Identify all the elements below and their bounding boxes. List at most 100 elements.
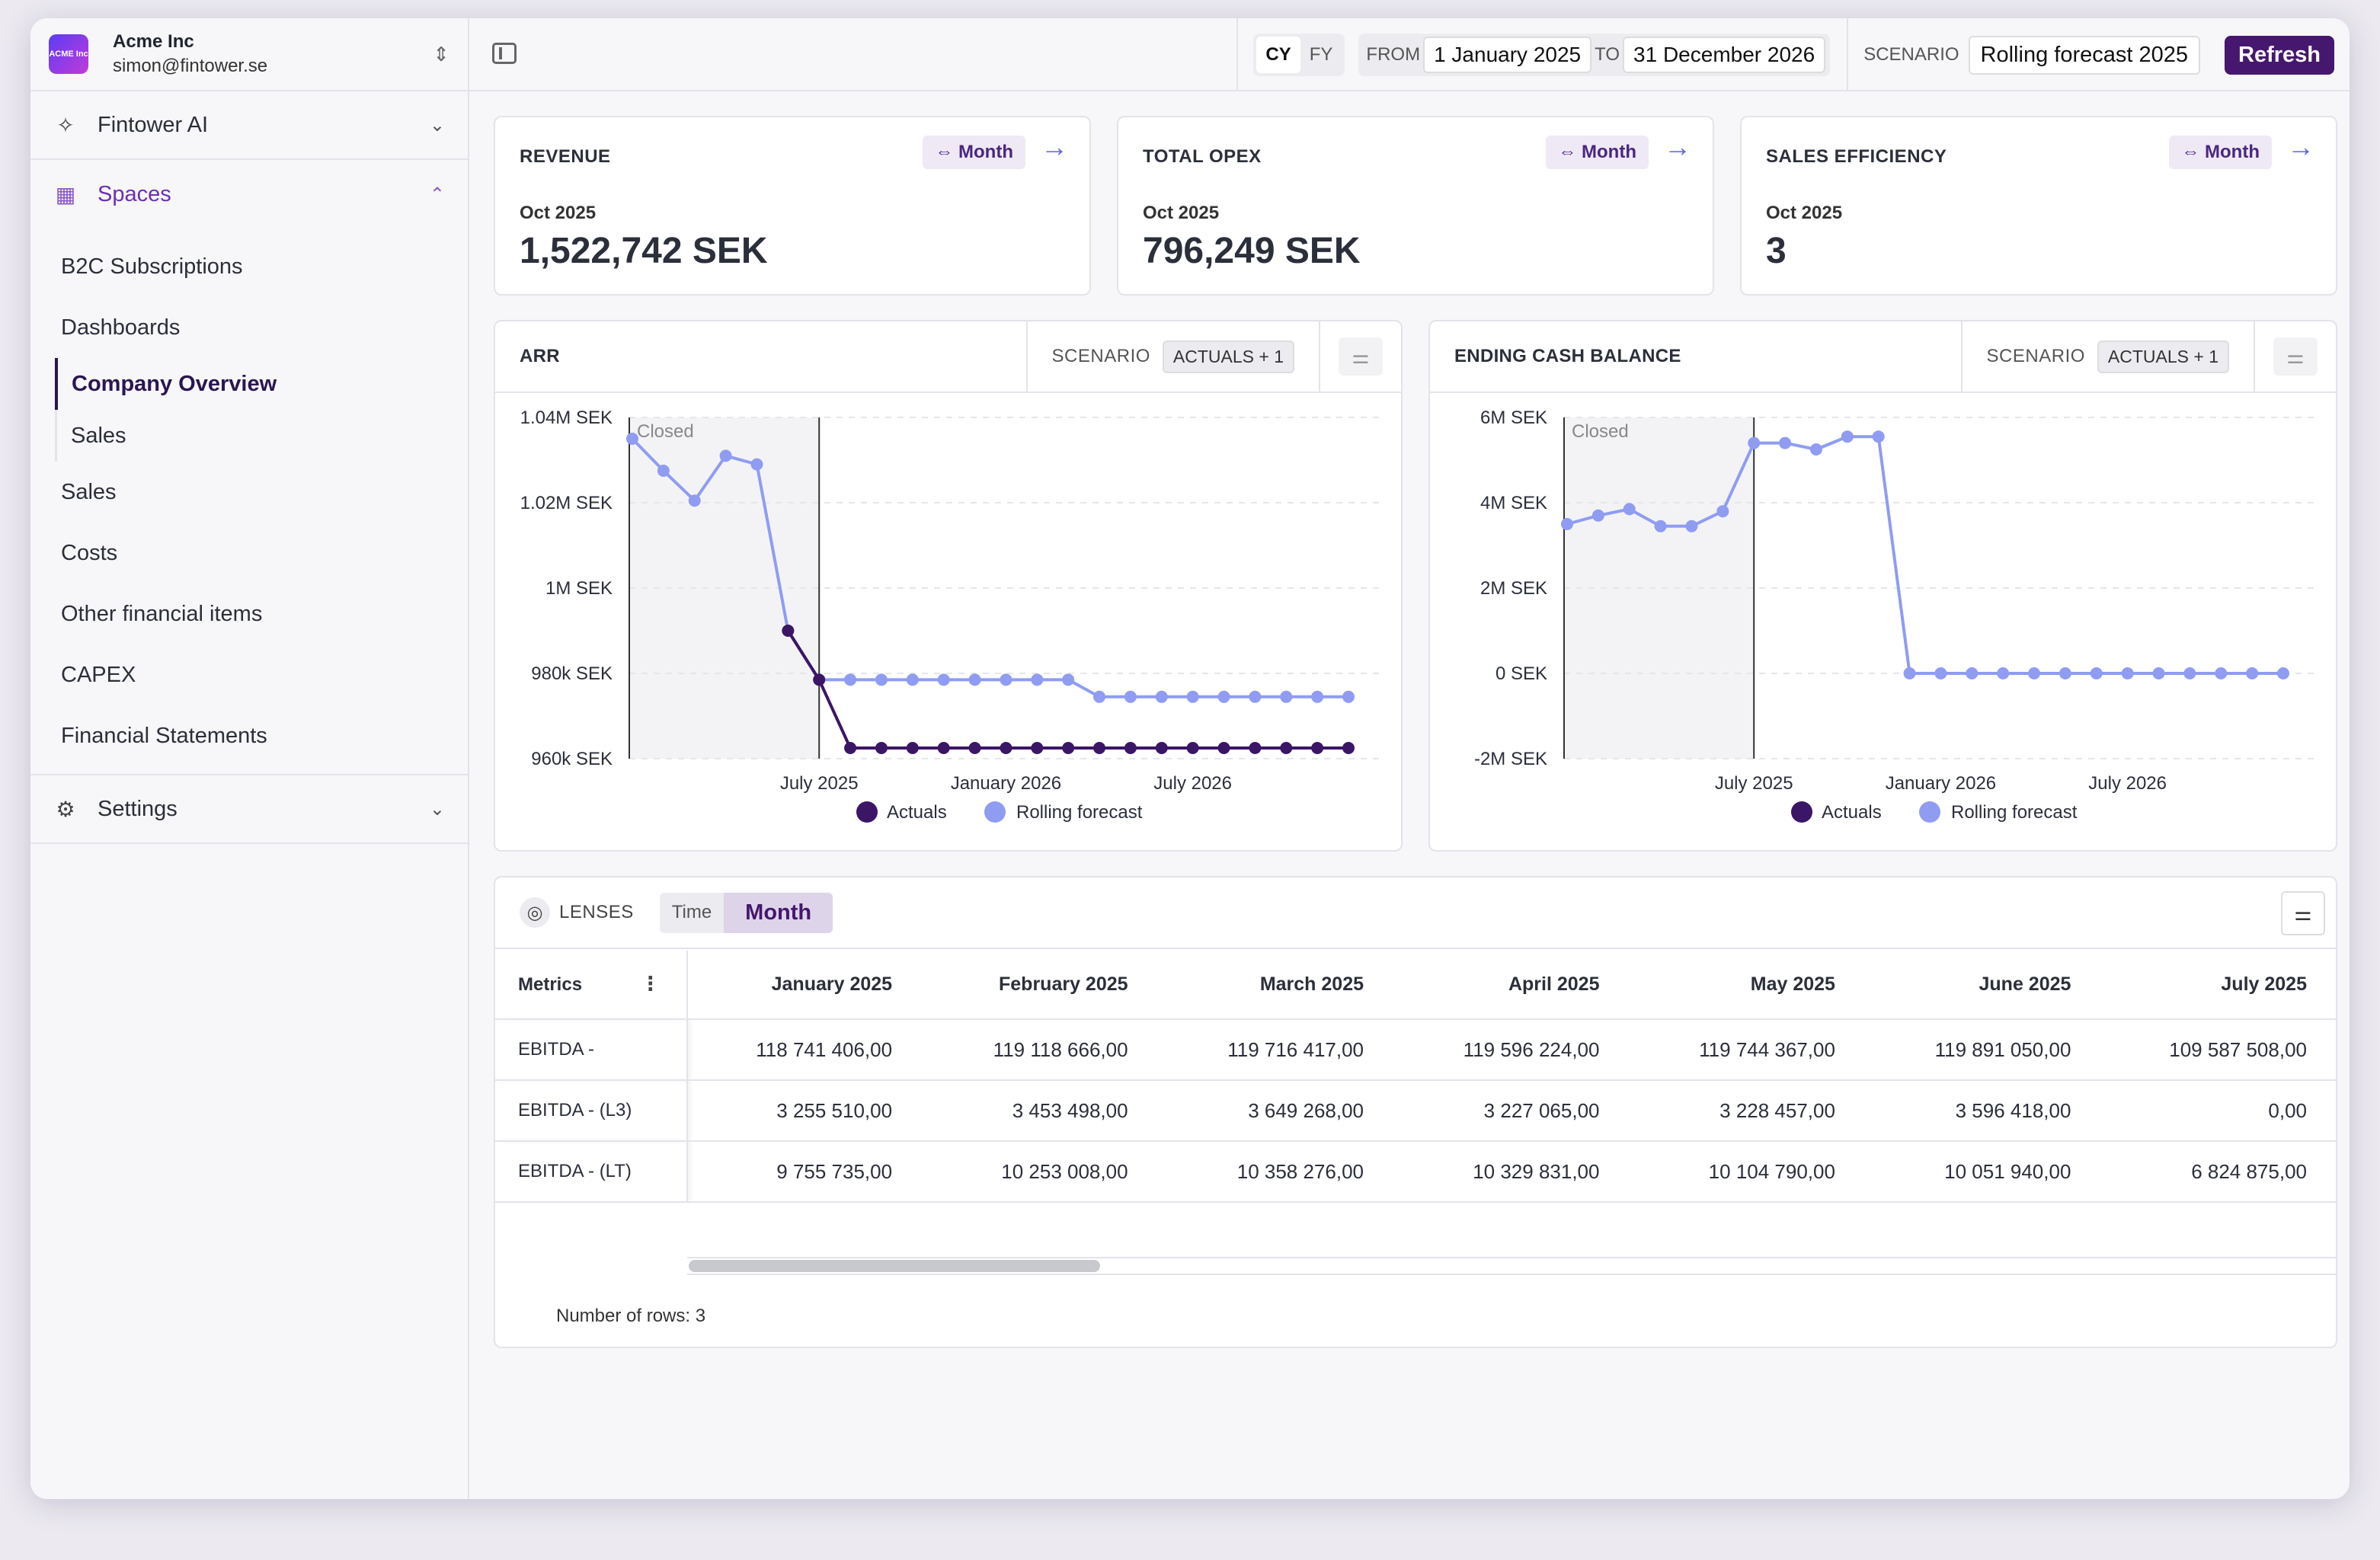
chart-scenario-label: SCENARIO <box>1051 346 1150 366</box>
column-header[interactable]: June 2025 <box>1863 951 2100 1020</box>
data-point <box>1186 742 1199 754</box>
data-point <box>1591 509 1604 522</box>
data-point <box>1779 436 1792 449</box>
x-tick-label: July 2025 <box>780 773 859 794</box>
y-tick-label: 6M SEK <box>1480 408 1547 428</box>
data-point <box>906 742 919 754</box>
nav-settings[interactable]: ⚙ Settings ⌄ <box>30 775 468 844</box>
data-point <box>1872 430 1885 443</box>
data-point <box>1934 667 1947 679</box>
spaces-list: B2C Subscriptions Dashboards Company Ove… <box>30 229 468 775</box>
kpi-card-sales-efficiency: SALES EFFICIENCY ⇔ Month → Oct 2025 3 <box>1740 116 2337 296</box>
org-switcher[interactable]: ACME Inc Acme Inc simon@fintower.se ⇕ <box>30 18 468 91</box>
data-point <box>1062 673 1075 686</box>
sidebar-item-capex[interactable]: CAPEX <box>61 662 136 687</box>
data-point <box>1093 742 1106 754</box>
data-point <box>1342 690 1355 703</box>
data-point <box>782 625 795 637</box>
sliders-icon[interactable]: ⚌ <box>1339 337 1383 376</box>
period-button[interactable]: ⇔ Month <box>2169 136 2272 169</box>
kpi-title: SALES EFFICIENCY <box>1766 146 1947 167</box>
gear-icon: ⚙ <box>56 797 75 821</box>
metric-name[interactable]: EBITDA - <box>495 1019 688 1081</box>
period-button[interactable]: ⇔ Month <box>923 136 1025 169</box>
data-point <box>1311 742 1324 754</box>
legend-label: Actuals <box>887 802 947 823</box>
data-point <box>1903 667 1916 679</box>
kpi-value: 796,249 SEK <box>1143 231 1361 271</box>
sidebar: ACME Inc Acme Inc simon@fintower.se ⇕ ✧ … <box>30 18 469 1499</box>
refresh-button[interactable]: Refresh <box>2225 35 2334 75</box>
sidebar-item-dashboards[interactable]: Dashboards <box>61 315 181 340</box>
metric-name[interactable]: EBITDA - (L3) <box>495 1080 688 1142</box>
kpi-title: REVENUE <box>520 146 611 167</box>
arrow-right-icon[interactable]: → <box>1664 131 1691 162</box>
data-point <box>750 458 763 471</box>
horizontal-scrollbar[interactable] <box>689 1260 1100 1272</box>
chart-scenario-select[interactable]: ACTUALS + 1 <box>1162 340 1294 373</box>
sidebar-item-company-overview[interactable]: Company Overview <box>55 358 468 410</box>
column-header[interactable]: March 2025 <box>1156 951 1393 1020</box>
lens-month[interactable]: Month <box>724 892 833 933</box>
chart-filter: ⚌ <box>1319 321 1401 392</box>
chart-scenario: SCENARIO ACTUALS + 1 <box>1025 321 1319 392</box>
divider <box>1847 18 1849 91</box>
chevron-updown-icon[interactable]: ⇕ <box>433 42 449 66</box>
column-header[interactable]: January 2025 <box>686 951 922 1020</box>
nav-spaces[interactable]: ▦ Spaces ⌃ <box>30 160 468 229</box>
column-header[interactable]: February 2025 <box>921 951 1157 1020</box>
sidebar-item-sales[interactable]: Sales <box>61 479 117 504</box>
chart-scenario-select[interactable]: ACTUALS + 1 <box>2097 340 2229 373</box>
period-button[interactable]: ⇔ Month <box>1546 136 1649 169</box>
table-settings-icon[interactable]: ⚌ <box>2281 891 2325 935</box>
lens-time[interactable]: Time <box>671 901 712 922</box>
sliders-icon[interactable]: ⚌ <box>2273 337 2318 376</box>
chevron-down-icon: ⌄ <box>429 798 445 820</box>
y-tick-label: 960k SEK <box>531 749 613 769</box>
nav-fintower-ai-label: Fintower AI <box>98 112 209 137</box>
sidebar-item-costs[interactable]: Costs <box>61 540 118 565</box>
table-cell: 119 596 224,00 <box>1393 1019 1629 1081</box>
column-header[interactable]: April 2025 <box>1393 951 1629 1020</box>
metric-name[interactable]: EBITDA - (LT) <box>495 1141 688 1203</box>
y-tick-label: 0 SEK <box>1495 663 1547 684</box>
data-point <box>1031 673 1044 686</box>
data-point <box>1654 519 1667 532</box>
nav-fintower-ai[interactable]: ✧ Fintower AI ⌄ <box>30 91 468 160</box>
arrow-right-icon[interactable]: → <box>2287 131 2314 162</box>
data-point <box>1217 742 1230 754</box>
data-point <box>1000 742 1012 754</box>
data-point <box>1249 690 1262 703</box>
fy-option[interactable]: FY <box>1309 44 1333 65</box>
metrics-header-label: Metrics <box>518 973 583 995</box>
data-point <box>1249 742 1262 754</box>
sidebar-item-other-financial-items[interactable]: Other financial items <box>61 601 263 626</box>
sidebar-toggle-icon[interactable] <box>492 43 517 64</box>
column-header[interactable]: May 2025 <box>1628 951 1864 1020</box>
arrow-right-icon[interactable]: → <box>1041 131 1068 162</box>
from-date-input[interactable]: 1 January 2025 <box>1423 37 1592 73</box>
data-point <box>2059 667 2071 679</box>
y-tick-label: 1.04M SEK <box>520 408 613 428</box>
data-point <box>1062 742 1075 754</box>
sidebar-item-b2c-subscriptions[interactable]: B2C Subscriptions <box>61 254 243 279</box>
data-point <box>968 742 981 754</box>
table-row: EBITDA - 118 741 406,00 119 118 666,00 1… <box>495 1019 2336 1081</box>
column-header[interactable]: July 2025 <box>2100 951 2336 1020</box>
scenario-select[interactable]: Rolling forecast 2025 <box>1968 35 2200 75</box>
table-header-row: Metrics ⋮ January 2025 February 2025 Marc… <box>495 951 2336 1020</box>
data-point <box>1186 690 1199 703</box>
cy-option[interactable]: CY <box>1256 37 1300 73</box>
legend-marker-actuals <box>1791 801 1812 823</box>
data-point <box>719 449 732 462</box>
kebab-menu-icon[interactable]: ⋮ <box>640 972 661 995</box>
chevron-down-icon: ⌄ <box>429 114 445 136</box>
sidebar-item-financial-statements[interactable]: Financial Statements <box>61 723 267 748</box>
sidebar-item-dashboard-sales[interactable]: Sales <box>71 423 126 448</box>
data-point <box>1748 436 1761 449</box>
kpi-value: 3 <box>1766 231 1787 271</box>
table-cell: 10 253 008,00 <box>921 1141 1157 1203</box>
to-date-input[interactable]: 31 December 2026 <box>1623 37 1826 73</box>
chart-header: ARR SCENARIO ACTUALS + 1 ⚌ <box>495 321 1401 393</box>
data-point <box>1685 519 1698 532</box>
